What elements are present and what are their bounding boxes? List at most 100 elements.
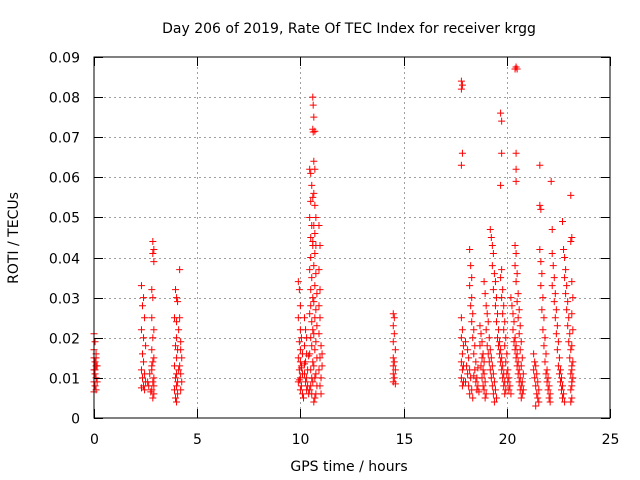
- data-point: [497, 109, 505, 117]
- data-point: [544, 386, 552, 394]
- data-point: [481, 378, 489, 386]
- data-point: [504, 366, 512, 374]
- data-point: [313, 322, 321, 330]
- data-point: [499, 286, 507, 294]
- data-point: [551, 290, 559, 298]
- data-point: [476, 342, 484, 350]
- data-point: [514, 314, 522, 322]
- data-point: [502, 358, 510, 366]
- data-point: [310, 113, 318, 121]
- data-point: [562, 290, 570, 298]
- data-point: [170, 386, 178, 394]
- data-point: [294, 314, 302, 322]
- data-point: [310, 262, 318, 270]
- data-point: [307, 382, 315, 390]
- data-point: [535, 398, 543, 406]
- data-point: [530, 366, 538, 374]
- data-point: [457, 314, 465, 322]
- data-point: [482, 390, 490, 398]
- data-point: [517, 382, 525, 390]
- data-point: [311, 229, 319, 237]
- data-point: [464, 370, 472, 378]
- data-point: [531, 374, 539, 382]
- data-point: [468, 318, 476, 326]
- data-point: [306, 266, 314, 274]
- data-point: [312, 370, 320, 378]
- data-point: [536, 161, 544, 169]
- data-point: [497, 274, 505, 282]
- data-point: [150, 390, 158, 398]
- data-point: [389, 354, 397, 362]
- data-point: [537, 205, 545, 213]
- data-point: [172, 286, 180, 294]
- data-point: [148, 346, 156, 354]
- data-point: [516, 374, 524, 382]
- data-point: [150, 246, 158, 254]
- data-point: [302, 378, 310, 386]
- data-point: [559, 217, 567, 225]
- data-point: [512, 342, 520, 350]
- data-point: [510, 338, 518, 346]
- data-point: [546, 398, 554, 406]
- data-point: [389, 322, 397, 330]
- data-point: [457, 77, 465, 85]
- data-point: [173, 398, 181, 406]
- data-point: [306, 350, 314, 358]
- data-point: [149, 294, 157, 302]
- data-point: [483, 310, 491, 318]
- data-point: [310, 398, 318, 406]
- data-point: [306, 386, 314, 394]
- data-point: [530, 350, 538, 358]
- data-point: [566, 354, 574, 362]
- data-point: [295, 286, 303, 294]
- data-point: [390, 358, 398, 366]
- data-point: [464, 346, 472, 354]
- data-point: [496, 338, 504, 346]
- y-tick-label: 0: [71, 412, 80, 428]
- data-point: [457, 161, 465, 169]
- data-point: [174, 390, 182, 398]
- data-point: [465, 382, 473, 390]
- data-point: [311, 127, 319, 135]
- data-point: [544, 374, 552, 382]
- data-point: [140, 294, 148, 302]
- data-point: [316, 354, 324, 362]
- data-point: [150, 374, 158, 382]
- data-point: [462, 378, 470, 386]
- data-point: [178, 378, 186, 386]
- data-point: [495, 342, 503, 350]
- data-point: [309, 326, 317, 334]
- y-tick-label: 0.09: [49, 51, 80, 67]
- data-point: [294, 278, 302, 286]
- data-point: [550, 274, 558, 282]
- y-tick-label: 0.08: [49, 91, 80, 107]
- data-point: [312, 270, 320, 278]
- data-point: [490, 398, 498, 406]
- data-points: [90, 63, 577, 410]
- data-point: [505, 374, 513, 382]
- data-point: [498, 117, 506, 125]
- data-point: [137, 366, 145, 374]
- data-point: [547, 177, 555, 185]
- data-point: [308, 181, 316, 189]
- data-point: [173, 318, 181, 326]
- data-point: [318, 350, 326, 358]
- data-point: [545, 394, 553, 402]
- data-point: [309, 294, 317, 302]
- data-point: [306, 213, 314, 221]
- data-point: [518, 378, 526, 386]
- data-point: [497, 181, 505, 189]
- data-point: [478, 354, 486, 362]
- data-point: [457, 334, 465, 342]
- data-point: [568, 366, 576, 374]
- data-point: [480, 278, 488, 286]
- data-point: [488, 242, 496, 250]
- data-point: [296, 346, 304, 354]
- data-point: [149, 378, 157, 386]
- data-point: [149, 250, 157, 258]
- data-point: [463, 362, 471, 370]
- data-point: [307, 302, 315, 310]
- data-point: [512, 354, 520, 362]
- data-point: [91, 366, 99, 374]
- data-point: [310, 362, 318, 370]
